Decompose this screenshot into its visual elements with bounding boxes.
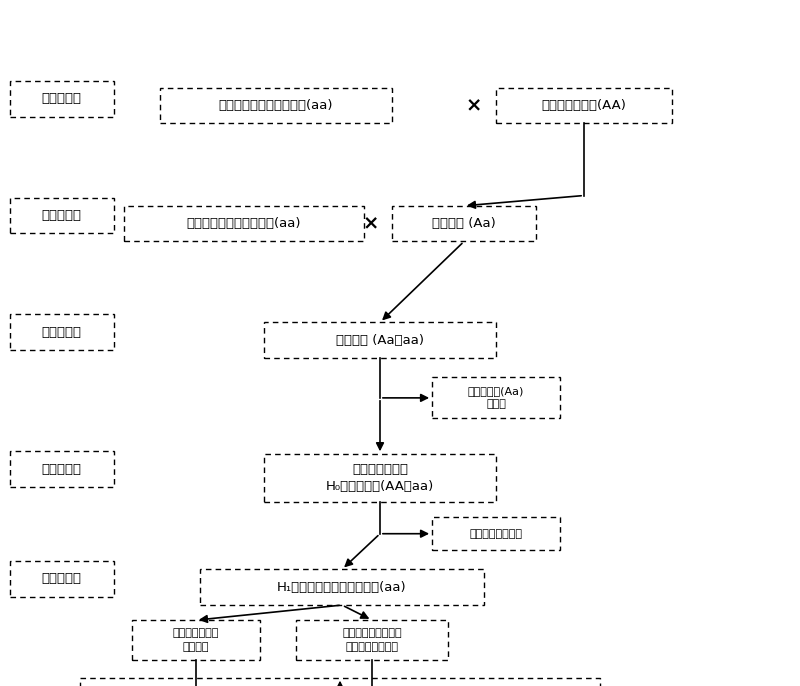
FancyBboxPatch shape [432, 377, 560, 418]
Text: H₁代光温敏核不育花培株系(aa): H₁代光温敏核不育花培株系(aa) [277, 581, 407, 593]
Text: 二号隐性光温敏核不育系(aa): 二号隐性光温敏核不育系(aa) [186, 217, 302, 230]
Text: 第三年夏天: 第三年夏天 [42, 573, 82, 585]
FancyBboxPatch shape [200, 569, 484, 605]
Text: 第二年夏天: 第二年夏天 [42, 326, 82, 338]
Text: 显性可育常规稻(AA): 显性可育常规稻(AA) [542, 99, 626, 112]
FancyBboxPatch shape [10, 314, 114, 350]
FancyBboxPatch shape [10, 81, 114, 117]
Text: ×: × [466, 96, 482, 115]
FancyBboxPatch shape [124, 206, 364, 241]
FancyBboxPatch shape [392, 206, 536, 241]
FancyBboxPatch shape [132, 620, 260, 660]
Text: ×: × [362, 214, 378, 233]
Text: 光温敏育性特化
温度鉴定: 光温敏育性特化 温度鉴定 [173, 628, 219, 652]
FancyBboxPatch shape [10, 561, 114, 597]
FancyBboxPatch shape [296, 620, 448, 660]
Text: 复交一代 (Aa，aa): 复交一代 (Aa，aa) [336, 334, 424, 346]
FancyBboxPatch shape [264, 322, 496, 358]
Text: 第一年夏天: 第一年夏天 [42, 93, 82, 105]
FancyBboxPatch shape [10, 198, 114, 233]
FancyBboxPatch shape [496, 88, 672, 123]
FancyBboxPatch shape [80, 678, 600, 686]
Text: 第一年冬天: 第一年冬天 [42, 209, 82, 222]
FancyBboxPatch shape [10, 451, 114, 487]
Text: 杂交一代 (Aa): 杂交一代 (Aa) [432, 217, 496, 230]
Text: 一号隐性光温敏核不育系(aa): 一号隐性光温敏核不育系(aa) [218, 99, 334, 112]
FancyBboxPatch shape [432, 517, 560, 550]
Text: 光温敏核育性观察: 光温敏核育性观察 [470, 529, 522, 539]
Text: 花药培养，得到
H₀代花培株系(AA，aa): 花药培养，得到 H₀代花培株系(AA，aa) [326, 463, 434, 493]
Text: 第二年冬天: 第二年冬天 [42, 463, 82, 475]
Text: 农艺性状筛选、抗性
鉴定、配合力测定: 农艺性状筛选、抗性 鉴定、配合力测定 [342, 628, 402, 652]
FancyBboxPatch shape [264, 454, 496, 502]
Text: 取可育株系(Aa)
的花药: 取可育株系(Aa) 的花药 [468, 386, 524, 410]
FancyBboxPatch shape [160, 88, 392, 123]
